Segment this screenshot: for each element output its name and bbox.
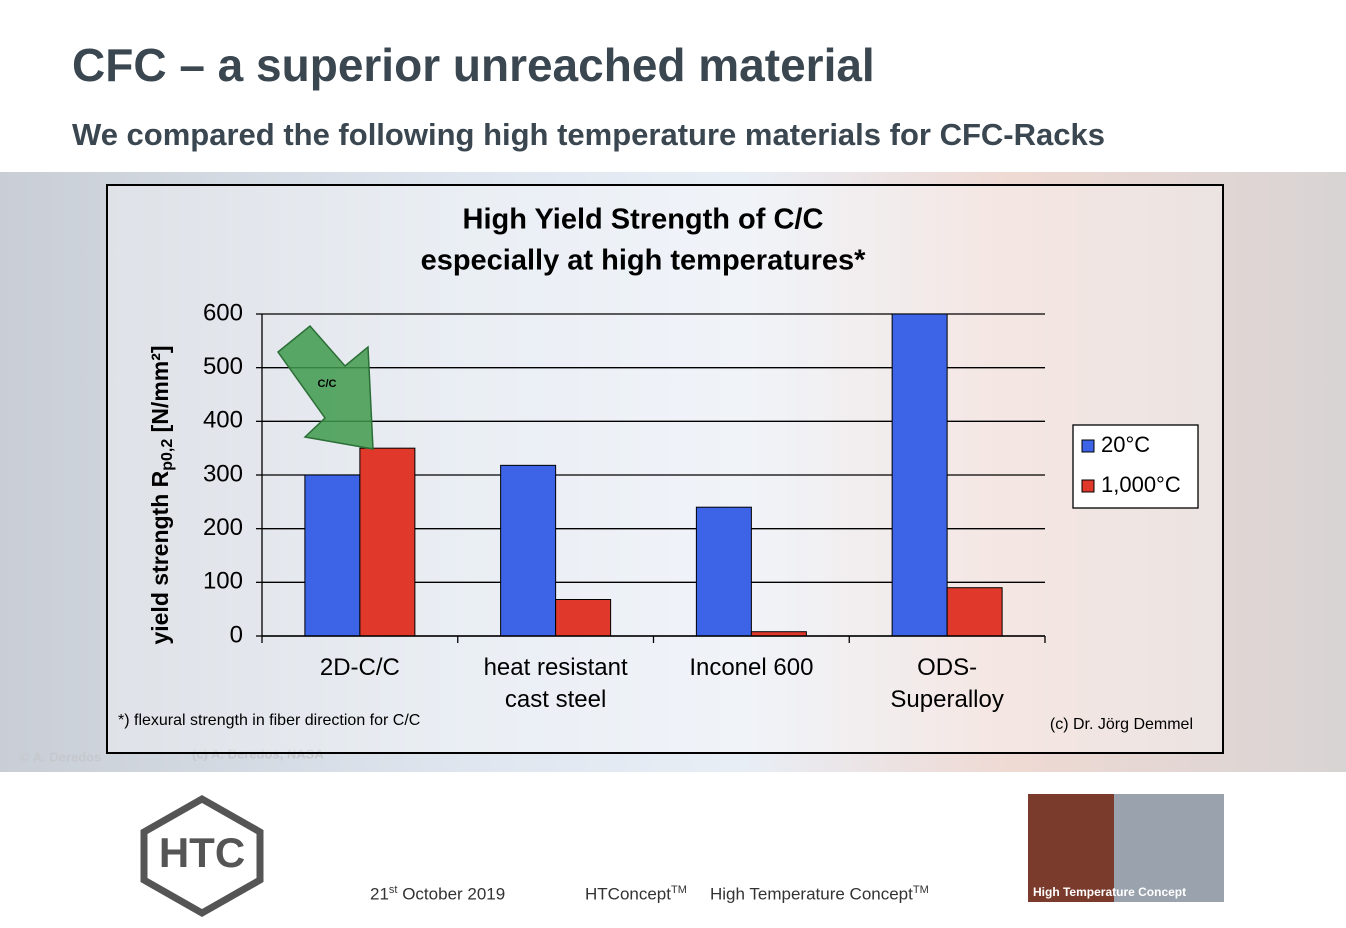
footnote: *) flexural strength in fiber direction … [118,712,420,729]
arrow-label: C/C [318,378,337,390]
y-tick-label: 600 [203,299,243,326]
brand-tm: TM [670,884,687,896]
y-tick-label: 500 [203,353,243,380]
date-day: 21 [370,884,389,904]
x-tick-label: ODS-Superalloy [890,654,1004,713]
footer-date: 21st October 2019 [370,884,505,905]
bar [359,447,416,637]
bar [946,587,1003,637]
y-label-text: yield strength R [147,470,173,644]
bar [555,599,612,637]
y-tick-label: 200 [203,514,243,541]
legend-swatch [1081,439,1095,453]
arrow [276,324,374,450]
plot-area: 0 100 200 300 400 500 600 20°C 1,000°C [203,299,1199,648]
logo-hexagon [140,794,264,918]
photo-caption: High Temperature Concept [1033,885,1186,899]
x-tick-label: Inconel 600 [689,654,814,681]
y-label-unit: [N/mm²] [147,345,173,438]
footer-photo-right [1114,794,1224,902]
footer-name: High Temperature ConceptTM [710,884,929,905]
name-tm: TM [912,884,929,896]
legend-label: 1,000°C [1101,472,1181,497]
date-suffix: st [388,884,398,896]
slide-title: CFC – a superior unreached material [72,39,875,91]
slide-subtitle: We compared the following high temperatu… [72,117,1105,152]
footer-brand: HTConceptTM [585,884,687,905]
y-axis-label: yield strength Rp0,2 [N/mm²] [147,345,176,644]
chart-title: High Yield Strength of C/C [463,204,824,236]
name-text: High Temperature Concept [710,884,913,904]
y-tick-label: 0 [230,621,243,648]
brand-name: HTConcept [585,884,671,904]
chart-subtitle: especially at high temperatures* [421,245,867,277]
footer-photo-left [1028,794,1114,902]
bar [695,506,752,637]
photo-credit: © A. Deredos [20,749,101,764]
bar [500,464,557,637]
bar [891,313,948,637]
date-rest: October 2019 [397,884,506,904]
bar [304,474,361,637]
legend-swatch [1081,479,1095,493]
legend-box [1072,424,1199,509]
legend-label: 20°C [1101,432,1150,457]
y-tick-label: 300 [203,460,243,487]
chart-credit: (c) Dr. Jörg Demmel [1050,716,1193,733]
y-tick-label: 400 [203,407,243,434]
x-tick-label: heat resistant cast steel [483,654,628,713]
y-label-subscript: p0,2 [159,439,176,471]
chart-frame [106,184,1224,754]
x-tick-label: 2D-C/C [319,654,400,681]
y-tick-label: 100 [203,568,243,595]
logo-text: HTC [159,829,245,876]
